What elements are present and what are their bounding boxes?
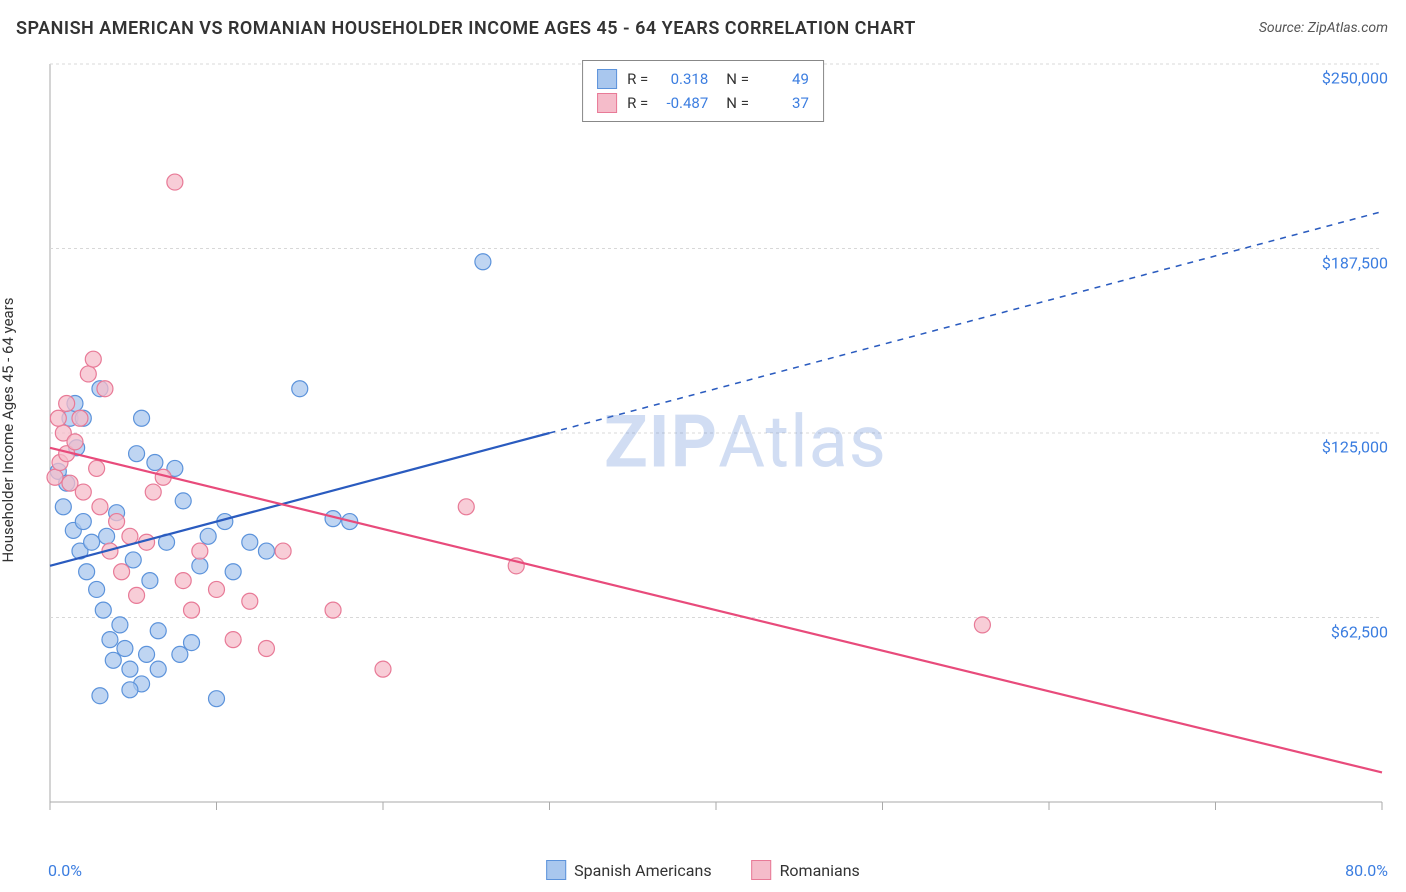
- y-tick-label: $250,000: [1322, 69, 1388, 88]
- scatter-chart: [44, 58, 1388, 828]
- chart-area: [44, 58, 1388, 828]
- y-tick-label: $187,500: [1322, 253, 1388, 272]
- legend-label-1: Romanians: [780, 861, 860, 880]
- source-label: Source:: [1259, 20, 1304, 36]
- y-axis-label: Householder Income Ages 45 - 64 years: [0, 297, 17, 562]
- y-tick-label: $125,000: [1322, 438, 1388, 457]
- y-tick-label: $62,500: [1331, 622, 1388, 641]
- n-value-0: 49: [759, 67, 809, 91]
- swatch-1: [597, 93, 617, 113]
- n-label-1: N =: [726, 91, 749, 115]
- chart-title: SPANISH AMERICAN VS ROMANIAN HOUSEHOLDER…: [16, 18, 916, 39]
- bottom-legend: Spanish Americans Romanians: [546, 860, 860, 880]
- legend-item-0: Spanish Americans: [546, 860, 711, 880]
- r-label-1: R =: [627, 91, 648, 115]
- corr-row-0: R = 0.318 N = 49: [597, 67, 809, 91]
- source-attribution: Source: ZipAtlas.com: [1259, 20, 1388, 36]
- legend-label-0: Spanish Americans: [574, 861, 711, 880]
- r-value-0: 0.318: [658, 67, 708, 91]
- correlation-legend: R = 0.318 N = 49 R = -0.487 N = 37: [582, 60, 824, 122]
- r-label-0: R =: [627, 67, 648, 91]
- x-axis-max: 80.0%: [1345, 861, 1388, 880]
- n-value-1: 37: [759, 91, 809, 115]
- swatch-0: [597, 69, 617, 89]
- n-label-0: N =: [726, 67, 749, 91]
- legend-swatch-0: [546, 860, 566, 880]
- legend-item-1: Romanians: [752, 860, 860, 880]
- legend-swatch-1: [752, 860, 772, 880]
- source-value: ZipAtlas.com: [1308, 20, 1388, 36]
- r-value-1: -0.487: [658, 91, 708, 115]
- x-axis-min: 0.0%: [48, 861, 82, 880]
- corr-row-1: R = -0.487 N = 37: [597, 91, 809, 115]
